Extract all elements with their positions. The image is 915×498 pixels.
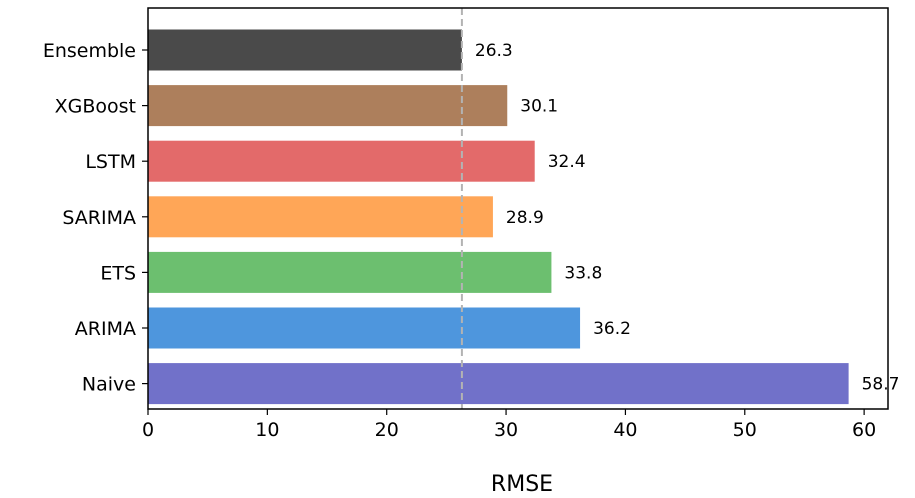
category-label-sarima: SARIMA — [62, 207, 136, 229]
x-tick-label: 60 — [852, 419, 876, 441]
bar-ensemble — [148, 29, 462, 71]
data-label-ensemble: 26.3 — [475, 41, 513, 61]
data-label-lstm: 32.4 — [548, 152, 586, 172]
data-label-xgboost: 30.1 — [520, 97, 558, 117]
data-labels-group: 26.3 30.1 32.4 28.9 33.8 36.2 58.7 — [475, 41, 900, 395]
data-label-sarima: 28.9 — [506, 208, 544, 228]
data-label-arima: 36.2 — [593, 319, 631, 339]
bars-group — [148, 29, 849, 405]
x-tick-label: 50 — [733, 419, 757, 441]
data-label-naive: 58.7 — [862, 375, 900, 395]
category-label-naive: Naive — [82, 374, 136, 396]
category-label-lstm: LSTM — [85, 151, 136, 173]
bar-arima — [148, 307, 581, 349]
x-tick-label: 20 — [375, 419, 399, 441]
x-tick-label: 30 — [494, 419, 518, 441]
bar-sarima — [148, 196, 493, 238]
plot-frame — [147, 7, 889, 410]
category-label-arima: ARIMA — [75, 318, 136, 340]
x-ticks-group: 0 10 20 30 40 50 60 — [142, 409, 876, 441]
category-labels-group: Ensemble XGBoost LSTM SARIMA ETS ARIMA Naive — [43, 40, 148, 396]
category-label-xgboost: XGBoost — [55, 96, 136, 118]
bar-xgboost — [148, 85, 508, 127]
x-tick-label: 10 — [255, 419, 279, 441]
x-axis-title: RMSE — [491, 472, 553, 497]
category-label-ets: ETS — [100, 262, 136, 284]
bar-lstm — [148, 140, 535, 182]
category-label-ensemble: Ensemble — [43, 40, 136, 62]
bar-ets — [148, 251, 552, 293]
x-tick-label: 0 — [142, 419, 154, 441]
x-tick-label: 40 — [613, 419, 637, 441]
data-label-ets: 33.8 — [564, 263, 602, 283]
bar-naive — [148, 363, 849, 405]
